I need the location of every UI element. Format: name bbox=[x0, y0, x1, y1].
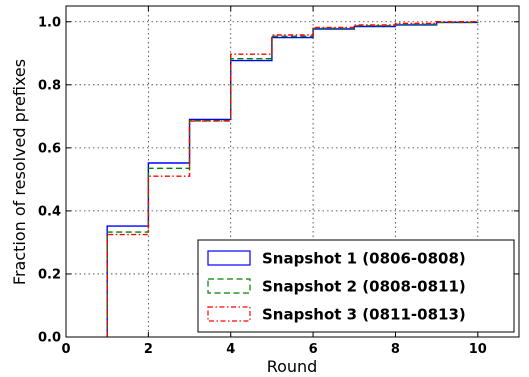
y-tick-label: 0.0 bbox=[38, 331, 61, 346]
y-tick-label: 0.2 bbox=[38, 267, 61, 282]
legend-swatch-3 bbox=[207, 306, 251, 322]
series-line-3 bbox=[106, 21, 478, 337]
x-tick-label: 0 bbox=[61, 342, 70, 357]
plot-frame bbox=[65, 5, 520, 338]
x-tick-label: 8 bbox=[391, 342, 400, 357]
x-tick-label: 4 bbox=[226, 342, 235, 357]
x-tick-label: 6 bbox=[309, 342, 318, 357]
series-line-2 bbox=[106, 21, 479, 337]
series-line-1 bbox=[106, 21, 479, 337]
legend-label-3: Snapshot 3 (0811-0813) bbox=[262, 306, 466, 324]
x-tick-label: 2 bbox=[144, 342, 153, 357]
y-tick-label: 0.6 bbox=[38, 141, 61, 156]
legend-label-2: Snapshot 2 (0808-0811) bbox=[262, 278, 466, 296]
y-tick-label: 0.4 bbox=[38, 204, 61, 219]
axis-ticks: 0 2 4 6 8 10 0.0 0.2 0.4 0.6 0.8 1.0 bbox=[38, 6, 519, 357]
legend-swatch-1 bbox=[207, 250, 251, 266]
legend: Snapshot 1 (0806-0808) Snapshot 2 (0808-0… bbox=[197, 239, 515, 333]
y-tick-label: 1.0 bbox=[38, 15, 61, 30]
y-tick-label: 0.8 bbox=[38, 78, 61, 93]
series-lines bbox=[106, 21, 479, 337]
legend-box bbox=[197, 239, 515, 333]
legend-swatch-2 bbox=[207, 278, 251, 294]
x-axis-label: Round bbox=[267, 357, 318, 376]
x-tick-label: 10 bbox=[469, 342, 487, 357]
y-axis-label: Fraction of resolved prefixes bbox=[10, 59, 29, 285]
legend-label-1: Snapshot 1 (0806-0808) bbox=[262, 250, 466, 268]
